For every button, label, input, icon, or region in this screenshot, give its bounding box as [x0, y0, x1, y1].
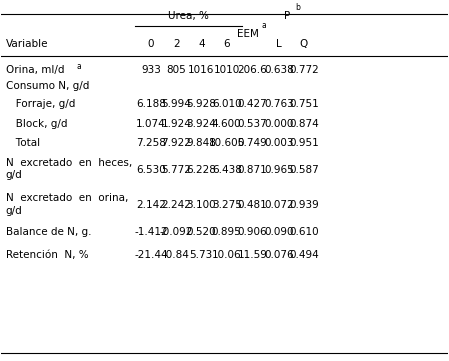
Text: 10.06: 10.06 — [212, 250, 242, 260]
Text: 0.763: 0.763 — [264, 99, 294, 109]
Text: 0.610: 0.610 — [289, 227, 319, 237]
Text: 2.242: 2.242 — [161, 200, 191, 210]
Text: P: P — [284, 11, 290, 21]
Text: a: a — [261, 21, 266, 30]
Text: 0.481: 0.481 — [238, 200, 268, 210]
Text: 4: 4 — [198, 39, 205, 49]
Text: 5.772: 5.772 — [161, 165, 191, 175]
Text: L: L — [276, 39, 282, 49]
Text: 0.587: 0.587 — [289, 165, 319, 175]
Text: 0.003: 0.003 — [264, 138, 294, 148]
Text: 0.000: 0.000 — [264, 119, 294, 129]
Text: 9.848: 9.848 — [186, 138, 216, 148]
Text: 5.928: 5.928 — [186, 99, 216, 109]
Text: 0.072: 0.072 — [264, 200, 294, 210]
Text: -21.44: -21.44 — [134, 250, 167, 260]
Text: 3.100: 3.100 — [186, 200, 216, 210]
Text: 6: 6 — [224, 39, 230, 49]
Text: 6.188: 6.188 — [136, 99, 166, 109]
Text: 0.751: 0.751 — [289, 99, 319, 109]
Text: 0.772: 0.772 — [289, 65, 319, 75]
Text: Q: Q — [300, 39, 308, 49]
Text: Variable: Variable — [6, 39, 48, 49]
Text: Consumo N, g/d: Consumo N, g/d — [6, 82, 89, 91]
Text: 0.520: 0.520 — [186, 227, 216, 237]
Text: 1.924: 1.924 — [161, 119, 191, 129]
Text: 0.076: 0.076 — [264, 250, 294, 260]
Text: 10.605: 10.605 — [209, 138, 245, 148]
Text: 6.438: 6.438 — [212, 165, 242, 175]
Text: 5.73: 5.73 — [189, 250, 213, 260]
Text: 6.530: 6.530 — [136, 165, 166, 175]
Text: 3.275: 3.275 — [212, 200, 242, 210]
Text: -0.092: -0.092 — [160, 227, 193, 237]
Text: Urea, %: Urea, % — [168, 11, 209, 21]
Text: Balance de N, g.: Balance de N, g. — [6, 227, 91, 237]
Text: Total: Total — [6, 138, 40, 148]
Text: -1.412: -1.412 — [134, 227, 167, 237]
Text: 0.638: 0.638 — [264, 65, 294, 75]
Text: 1010: 1010 — [214, 65, 240, 75]
Text: 7.258: 7.258 — [136, 138, 166, 148]
Text: 206.6: 206.6 — [238, 65, 268, 75]
Text: Retención  N, %: Retención N, % — [6, 250, 88, 260]
Text: EEM: EEM — [237, 29, 259, 39]
Text: N  excretado  en  heces,: N excretado en heces, — [6, 158, 132, 168]
Text: 0.090: 0.090 — [264, 227, 294, 237]
Text: 1016: 1016 — [188, 65, 215, 75]
Text: 0.906: 0.906 — [238, 227, 268, 237]
Text: 0.951: 0.951 — [289, 138, 319, 148]
Text: -0.84: -0.84 — [163, 250, 190, 260]
Text: a: a — [76, 62, 81, 71]
Text: 6.010: 6.010 — [212, 99, 242, 109]
Text: 0.874: 0.874 — [289, 119, 319, 129]
Text: 805: 805 — [167, 65, 186, 75]
Text: 933: 933 — [141, 65, 161, 75]
Text: 0.749: 0.749 — [238, 138, 268, 148]
Text: Orina, ml/d: Orina, ml/d — [6, 65, 64, 75]
Text: 0.427: 0.427 — [238, 99, 268, 109]
Text: g/d: g/d — [6, 206, 22, 216]
Text: 0.537: 0.537 — [238, 119, 268, 129]
Text: 2.142: 2.142 — [136, 200, 166, 210]
Text: 0.895: 0.895 — [212, 227, 242, 237]
Text: 0.494: 0.494 — [289, 250, 319, 260]
Text: Block, g/d: Block, g/d — [6, 119, 67, 129]
Text: 5.994: 5.994 — [161, 99, 191, 109]
Text: 0.871: 0.871 — [238, 165, 268, 175]
Text: 4.600: 4.600 — [212, 119, 242, 129]
Text: 1.074: 1.074 — [136, 119, 166, 129]
Text: 0.939: 0.939 — [289, 200, 319, 210]
Text: b: b — [296, 3, 300, 12]
Text: 11.59: 11.59 — [238, 250, 268, 260]
Text: 3.924: 3.924 — [186, 119, 216, 129]
Text: 7.922: 7.922 — [161, 138, 191, 148]
Text: g/d: g/d — [6, 170, 22, 180]
Text: 0.965: 0.965 — [264, 165, 294, 175]
Text: Forraje, g/d: Forraje, g/d — [6, 99, 75, 109]
Text: 0: 0 — [148, 39, 154, 49]
Text: 2: 2 — [173, 39, 180, 49]
Text: N  excretado  en  orina,: N excretado en orina, — [6, 193, 128, 203]
Text: 6.228: 6.228 — [186, 165, 216, 175]
